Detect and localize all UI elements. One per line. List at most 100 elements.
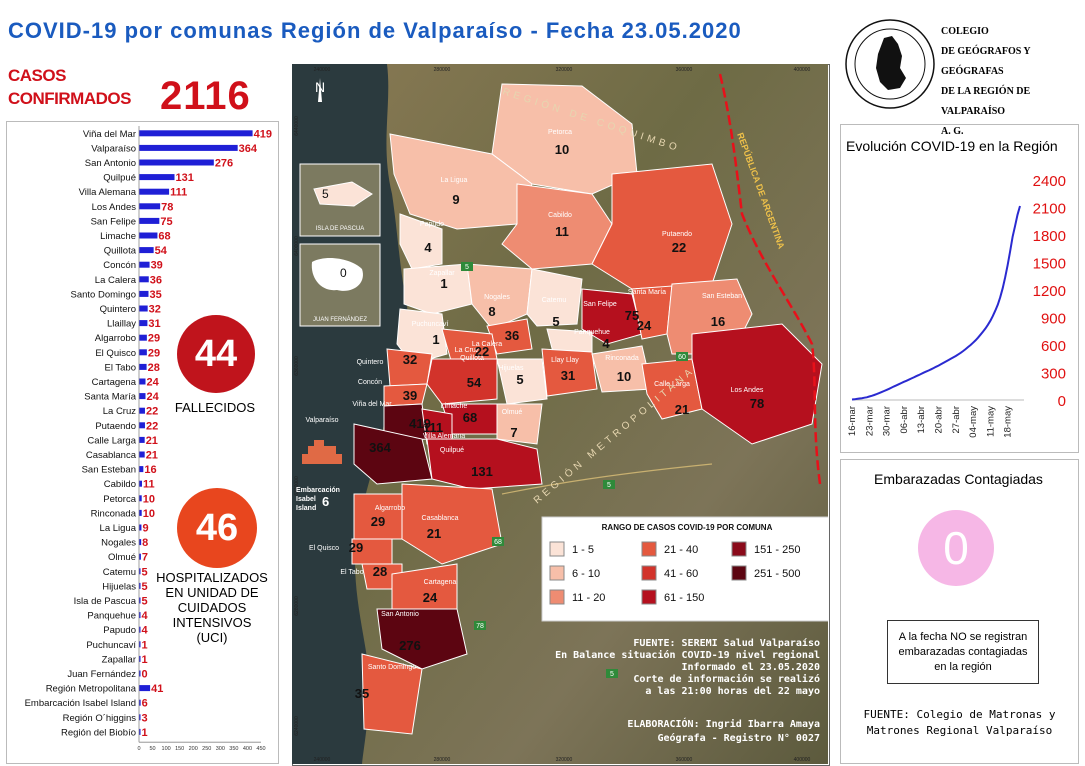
pregnant-note: A la fecha NO se registran embarazadas c…: [887, 620, 1039, 684]
bar-x-tick-label: 300: [216, 746, 225, 752]
ship-value: 6: [322, 494, 329, 509]
comuna-name: Casablanca: [422, 515, 459, 522]
comuna-value: 5: [552, 314, 559, 329]
icu-label-line: (UCI): [196, 630, 228, 645]
line-y-tick-label: 0: [1058, 393, 1066, 410]
line-x-tick-label: 18-may: [1003, 406, 1014, 438]
comuna-value: 8: [488, 304, 495, 319]
comuna-value: 39: [403, 388, 417, 403]
bar-value-label: 39: [151, 260, 163, 272]
bar-x-tick-label: 100: [162, 746, 171, 752]
comuna-value: 54: [467, 375, 482, 390]
bar-value-label: 22: [146, 406, 158, 418]
comuna-name: Zapallar: [429, 270, 455, 277]
bar-x-tick-label: 0: [137, 746, 140, 752]
legend-swatch: [641, 541, 657, 557]
legend-label: 11 - 20: [572, 592, 605, 604]
bar: [139, 436, 145, 443]
deaths-label: FALLECIDOS: [174, 400, 256, 415]
comuna-name: Calle Larga: [654, 381, 690, 388]
comuna-name: Nogales: [484, 294, 510, 301]
comuna-value: 4: [602, 336, 610, 351]
line-y-tick-label: 300: [1041, 366, 1066, 383]
road-number: 78: [476, 623, 484, 630]
bar: [139, 451, 145, 458]
bar-value-label: 1: [142, 639, 148, 651]
bar: [139, 334, 147, 341]
bar-value-label: 29: [148, 347, 160, 359]
bar: [139, 290, 149, 297]
comuna-name: Panquehue: [574, 329, 610, 336]
bar-category-label: Región O´higgins: [63, 713, 137, 724]
line-y-tick-label: 1800: [1033, 228, 1066, 245]
bar: [139, 568, 141, 575]
bar-value-label: 54: [155, 245, 168, 257]
bar-value-label: 78: [161, 201, 173, 213]
comuna-name: Valparaíso: [306, 417, 339, 424]
road-shield-icon: [474, 621, 486, 630]
bar-category-label: La Ligua: [100, 523, 137, 534]
legend-swatch: [731, 541, 747, 557]
bar-value-label: 29: [148, 333, 160, 345]
bar-value-label: 41: [151, 683, 163, 695]
cases-by-comuna-panel: [6, 121, 279, 764]
college-line: DE LA REGIÓN DE VALPARAÍSO: [941, 86, 1031, 117]
legend-swatch: [641, 565, 657, 581]
line-x-tick-label: 04-may: [968, 406, 979, 438]
comuna-value: 28: [373, 564, 387, 579]
comuna-name: Petorca: [548, 129, 572, 136]
legend-label: 151 - 250: [754, 544, 800, 556]
bar-category-label: Nogales: [101, 538, 136, 549]
ship-icon: [302, 440, 342, 464]
pregnant-title: Embarazadas Contagiadas: [874, 471, 1043, 487]
comuna-value: 10: [617, 369, 631, 384]
icu-badge: 46: [177, 488, 257, 568]
college-line: A. G.: [941, 126, 964, 137]
bar-category-label: Catemu: [103, 567, 136, 578]
bar-category-label: Juan Fernández: [67, 669, 136, 680]
comuna-quilpue: [426, 438, 543, 490]
bar: [139, 582, 141, 589]
comuna-quillota: [426, 358, 498, 405]
line-y-tick-label: 600: [1041, 338, 1066, 355]
bar: [139, 174, 175, 181]
pregnant-source: FUENTE: Colegio de Matronas y Matrones R…: [842, 707, 1077, 739]
legend-label: 6 - 10: [572, 568, 600, 580]
comuna-value: 35: [355, 686, 369, 701]
line-y-tick-label: 2100: [1033, 201, 1066, 218]
bar: [139, 480, 142, 487]
comuna-value: 31: [561, 368, 575, 383]
road-number: 60: [678, 354, 686, 361]
line-x-tick-label: 27-abr: [951, 406, 962, 433]
line-x-tick-label: 16-mar: [847, 406, 858, 436]
icu-label: HOSPITALIZADOS EN UNIDAD DE CUIDADOS INT…: [148, 570, 276, 645]
line-y-tick-label: 900: [1041, 311, 1066, 328]
comuna-value: 4: [424, 240, 432, 255]
bar-category-label: Quillota: [104, 246, 137, 257]
bar-value-label: 35: [149, 289, 161, 301]
comuna-name: Catemu: [542, 297, 567, 304]
bar-value-label: 31: [148, 318, 160, 330]
inset-isla-de-pascua: [299, 163, 381, 237]
bar-value-label: 36: [150, 274, 162, 286]
pregnant-note-line: embarazadas contagiadas: [898, 645, 1028, 658]
comuna-la-ligua: [389, 133, 533, 230]
ship-label: Isabel: [296, 496, 316, 503]
comuna-catemu: [526, 268, 583, 327]
line-y-tick-label: 1200: [1033, 283, 1066, 300]
grid-label-left: 6240000: [294, 716, 300, 736]
map-legend: RANGO DE CASOS COVID-19 POR COMUNA 1 - 5 6…: [541, 516, 828, 622]
comuna-value: 24: [423, 590, 438, 605]
bar-value-label: 5: [142, 596, 148, 608]
legend-swatch: [549, 541, 565, 557]
metropolitana-border: [501, 463, 713, 495]
line-y-tick-label: 2400: [1033, 173, 1066, 190]
bar-value-label: 5: [142, 566, 148, 578]
comuna-san-antonio: [376, 608, 468, 670]
bar: [139, 363, 147, 370]
grid-label-top: 360000: [676, 67, 693, 73]
bar-value-label: 28: [148, 362, 160, 374]
comuna-name: Puchuncaví: [412, 321, 449, 328]
legend-swatch: [549, 565, 565, 581]
